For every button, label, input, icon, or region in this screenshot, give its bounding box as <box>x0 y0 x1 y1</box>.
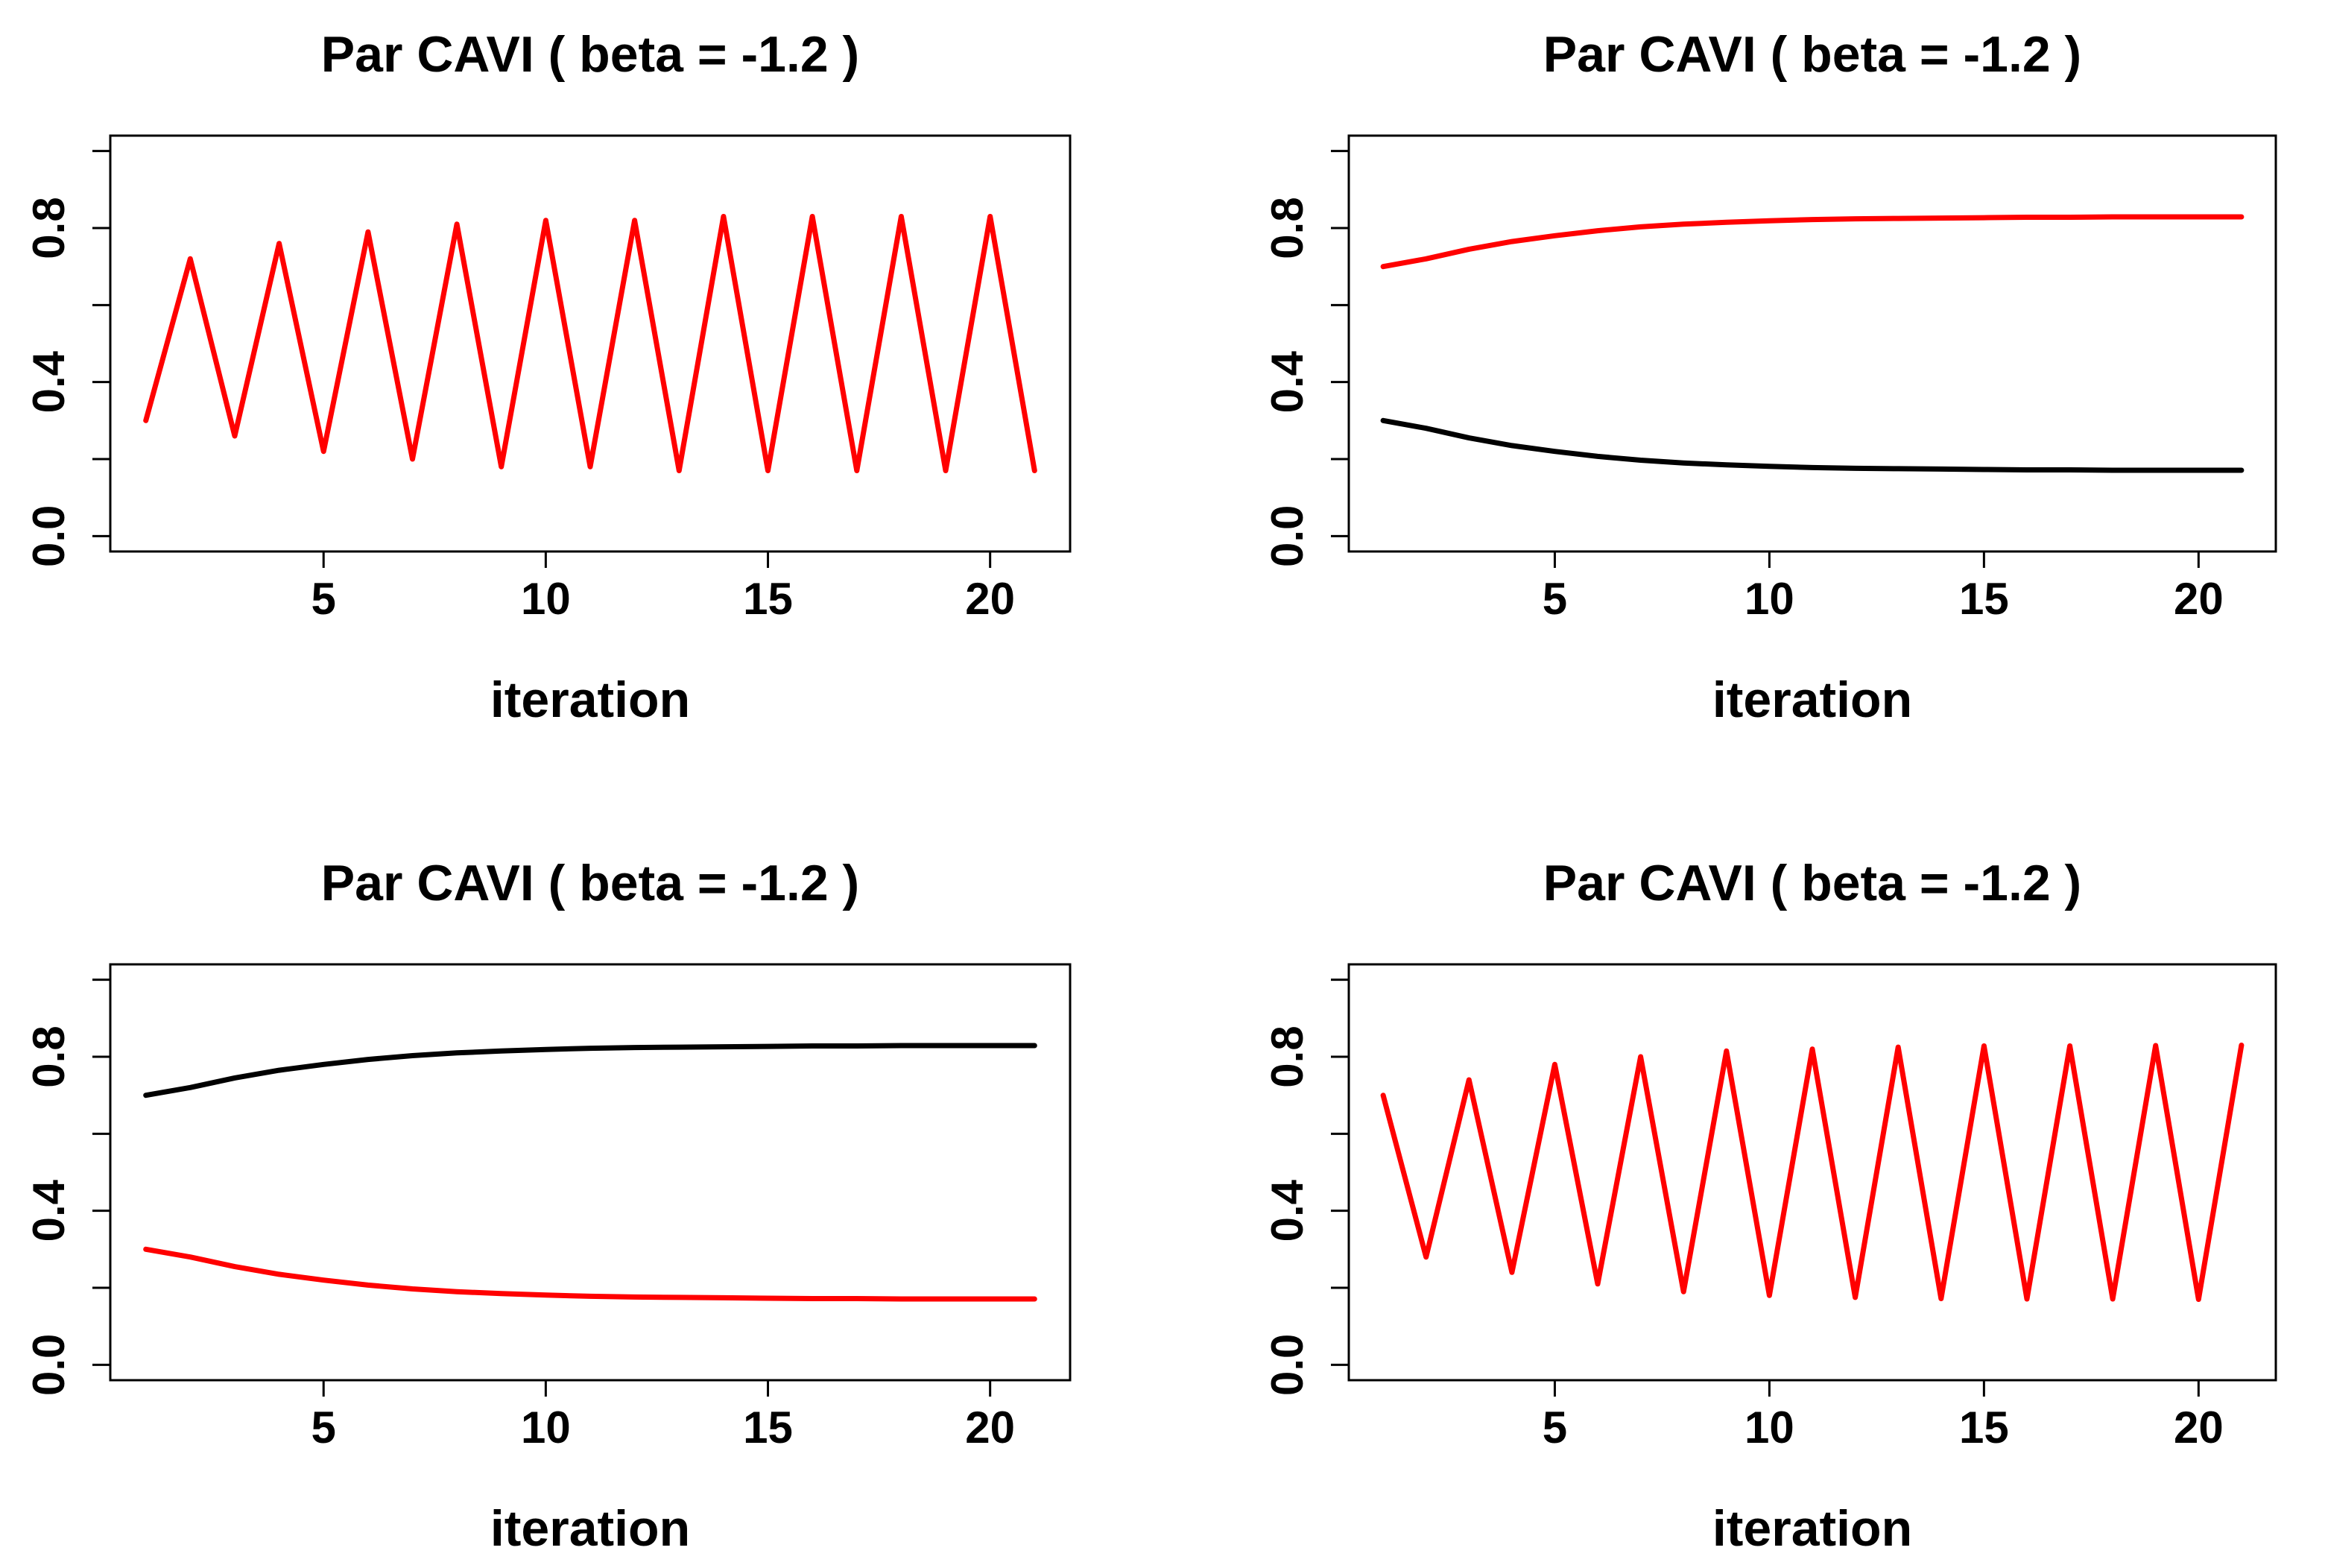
y-tick-label: 0.0 <box>24 1334 74 1396</box>
chart-panel-4: Par CAVI ( beta = -1.2 ) 5 10 15 20 0.0 0.4 0.8… <box>1262 855 2277 1557</box>
x-tick-label: 15 <box>1959 574 2009 624</box>
x-tick-label: 20 <box>965 574 1015 624</box>
y-tick-label: 0.4 <box>1262 1179 1312 1242</box>
x-tick-label: 15 <box>1959 1403 2009 1452</box>
x-tick-label: 20 <box>965 1403 1015 1452</box>
x-axis-label: iteration <box>490 1500 690 1557</box>
x-tick-label: 15 <box>743 574 793 624</box>
chart-title: Par CAVI ( beta = -1.2 ) <box>1543 855 2081 911</box>
y-tick-label: 0.8 <box>24 197 74 259</box>
series-line-2 <box>1380 417 2245 473</box>
x-tick-label: 10 <box>521 1403 571 1452</box>
x-tick-label: 10 <box>1744 574 1794 624</box>
x-axis-label: iteration <box>490 671 690 728</box>
y-tick-label: 0.4 <box>24 350 74 413</box>
chart-panel-2: Par CAVI ( beta = -1.2 ) 5 10 15 20 0.0 0.4 0.8… <box>1262 26 2277 728</box>
series-line-1 <box>1380 1043 2245 1302</box>
plot-frame <box>109 963 1072 1382</box>
series-line-2 <box>143 1246 1037 1302</box>
x-tick-label: 5 <box>311 1403 336 1452</box>
x-tick-label: 15 <box>743 1403 793 1452</box>
y-tick-label: 0.0 <box>1262 505 1312 567</box>
chart-title: Par CAVI ( beta = -1.2 ) <box>1543 26 2081 83</box>
chart-title: Par CAVI ( beta = -1.2 ) <box>321 26 859 83</box>
y-tick-label: 0.0 <box>24 505 74 567</box>
x-tick-label: 5 <box>1543 574 1567 624</box>
x-tick-label: 5 <box>311 574 336 624</box>
chart-panel-1: Par CAVI ( beta = -1.2 ) 5 10 15 20 0.0 0.4 0.8… <box>24 26 1072 728</box>
y-tick-label: 0.4 <box>1262 350 1312 413</box>
series-line-1 <box>1380 214 2245 270</box>
y-tick-label: 0.4 <box>24 1179 74 1242</box>
x-axis-label: iteration <box>1712 671 1912 728</box>
y-tick-label: 0.8 <box>1262 1025 1312 1087</box>
series-line-1 <box>143 214 1037 473</box>
x-tick-label: 5 <box>1543 1403 1567 1452</box>
chart-panel-3: Par CAVI ( beta = -1.2 ) 5 10 15 20 0.0 0.4 0.8… <box>24 855 1072 1557</box>
plot-frame <box>1347 134 2277 553</box>
y-tick-label: 0.8 <box>24 1025 74 1087</box>
y-tick-label: 0.0 <box>1262 1334 1312 1396</box>
x-tick-label: 20 <box>2174 1403 2224 1452</box>
chart-title: Par CAVI ( beta = -1.2 ) <box>321 855 859 911</box>
series-line-1 <box>143 1043 1037 1098</box>
y-tick-label: 0.8 <box>1262 197 1312 259</box>
x-axis-label: iteration <box>1712 1500 1912 1557</box>
x-tick-label: 10 <box>1744 1403 1794 1452</box>
x-tick-label: 20 <box>2174 574 2224 624</box>
x-tick-label: 10 <box>521 574 571 624</box>
